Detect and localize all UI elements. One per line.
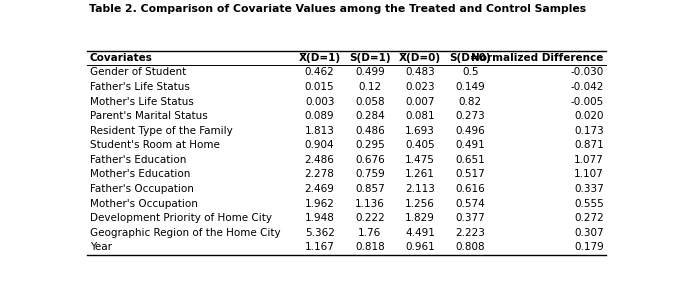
Text: 0.173: 0.173 [574,126,604,136]
Text: 0.377: 0.377 [456,213,485,223]
Text: Mother's Education: Mother's Education [90,169,190,180]
Text: 0.003: 0.003 [305,97,334,107]
Text: 0.058: 0.058 [355,97,385,107]
Text: S(D=1): S(D=1) [349,53,391,63]
Text: 0.499: 0.499 [355,68,385,77]
Text: 0.149: 0.149 [456,82,485,92]
Text: Table 2. Comparison of Covariate Values among the Treated and Control Samples: Table 2. Comparison of Covariate Values … [89,4,586,14]
Text: Geographic Region of the Home City: Geographic Region of the Home City [90,228,280,238]
Text: Development Priority of Home City: Development Priority of Home City [90,213,271,223]
Text: 1.475: 1.475 [405,155,435,165]
Text: 0.808: 0.808 [456,242,485,252]
Text: 0.5: 0.5 [462,68,479,77]
Text: 2.469: 2.469 [304,184,335,194]
Text: 0.089: 0.089 [305,111,334,121]
Text: 0.871: 0.871 [574,140,604,150]
Text: 0.759: 0.759 [355,169,385,180]
Text: Year: Year [90,242,111,252]
Text: Parent's Marital Status: Parent's Marital Status [90,111,207,121]
Text: 1.261: 1.261 [405,169,435,180]
Text: 0.574: 0.574 [456,198,485,209]
Text: Father's Occupation: Father's Occupation [90,184,194,194]
Text: 0.483: 0.483 [405,68,435,77]
Text: 0.616: 0.616 [456,184,485,194]
Text: 0.284: 0.284 [355,111,385,121]
Text: 0.272: 0.272 [574,213,604,223]
Text: 1.107: 1.107 [574,169,604,180]
Text: 1.948: 1.948 [304,213,335,223]
Text: 0.676: 0.676 [355,155,385,165]
Text: Normalized Difference: Normalized Difference [471,53,604,63]
Text: 1.167: 1.167 [304,242,335,252]
Text: 1.256: 1.256 [405,198,435,209]
Text: 0.020: 0.020 [574,111,604,121]
Text: Mother's Life Status: Mother's Life Status [90,97,194,107]
Text: 0.904: 0.904 [305,140,334,150]
Text: 0.222: 0.222 [355,213,385,223]
Text: 0.081: 0.081 [405,111,435,121]
Text: 4.491: 4.491 [405,228,435,238]
Text: 0.023: 0.023 [405,82,435,92]
Text: 0.82: 0.82 [459,97,482,107]
Text: 1.693: 1.693 [405,126,435,136]
Text: 0.517: 0.517 [456,169,485,180]
Text: 2.223: 2.223 [456,228,485,238]
Text: 0.295: 0.295 [355,140,385,150]
Text: Gender of Student: Gender of Student [90,68,186,77]
Text: 0.12: 0.12 [358,82,381,92]
Text: 0.857: 0.857 [355,184,385,194]
Text: 0.491: 0.491 [456,140,485,150]
Text: 0.307: 0.307 [574,228,604,238]
Text: Mother's Occupation: Mother's Occupation [90,198,198,209]
Text: S(D=0): S(D=0) [450,53,491,63]
Text: Resident Type of the Family: Resident Type of the Family [90,126,232,136]
Text: 0.496: 0.496 [456,126,485,136]
Text: X̅(D=0): X̅(D=0) [399,53,441,63]
Text: -0.030: -0.030 [570,68,604,77]
Text: 0.337: 0.337 [574,184,604,194]
Text: 2.278: 2.278 [304,169,335,180]
Text: Student's Room at Home: Student's Room at Home [90,140,219,150]
Text: 1.962: 1.962 [304,198,335,209]
Text: 1.813: 1.813 [304,126,335,136]
Text: 1.077: 1.077 [574,155,604,165]
Text: 0.486: 0.486 [355,126,385,136]
Text: Father's Education: Father's Education [90,155,186,165]
Text: 0.007: 0.007 [405,97,435,107]
Text: 0.818: 0.818 [355,242,385,252]
Text: 0.961: 0.961 [405,242,435,252]
Text: -0.005: -0.005 [570,97,604,107]
Text: 0.462: 0.462 [305,68,335,77]
Text: 0.179: 0.179 [574,242,604,252]
Text: -0.042: -0.042 [570,82,604,92]
Text: 2.113: 2.113 [405,184,435,194]
Text: 0.651: 0.651 [456,155,485,165]
Text: 0.273: 0.273 [456,111,485,121]
Text: Father's Life Status: Father's Life Status [90,82,190,92]
Text: 5.362: 5.362 [304,228,335,238]
Text: X̅(D=1): X̅(D=1) [298,53,341,63]
Text: 0.015: 0.015 [305,82,334,92]
Text: 2.486: 2.486 [304,155,335,165]
Text: 0.405: 0.405 [405,140,435,150]
Text: 0.555: 0.555 [574,198,604,209]
Text: Covariates: Covariates [90,53,153,63]
Text: 1.829: 1.829 [405,213,435,223]
Text: 1.136: 1.136 [355,198,385,209]
Text: 1.76: 1.76 [358,228,381,238]
